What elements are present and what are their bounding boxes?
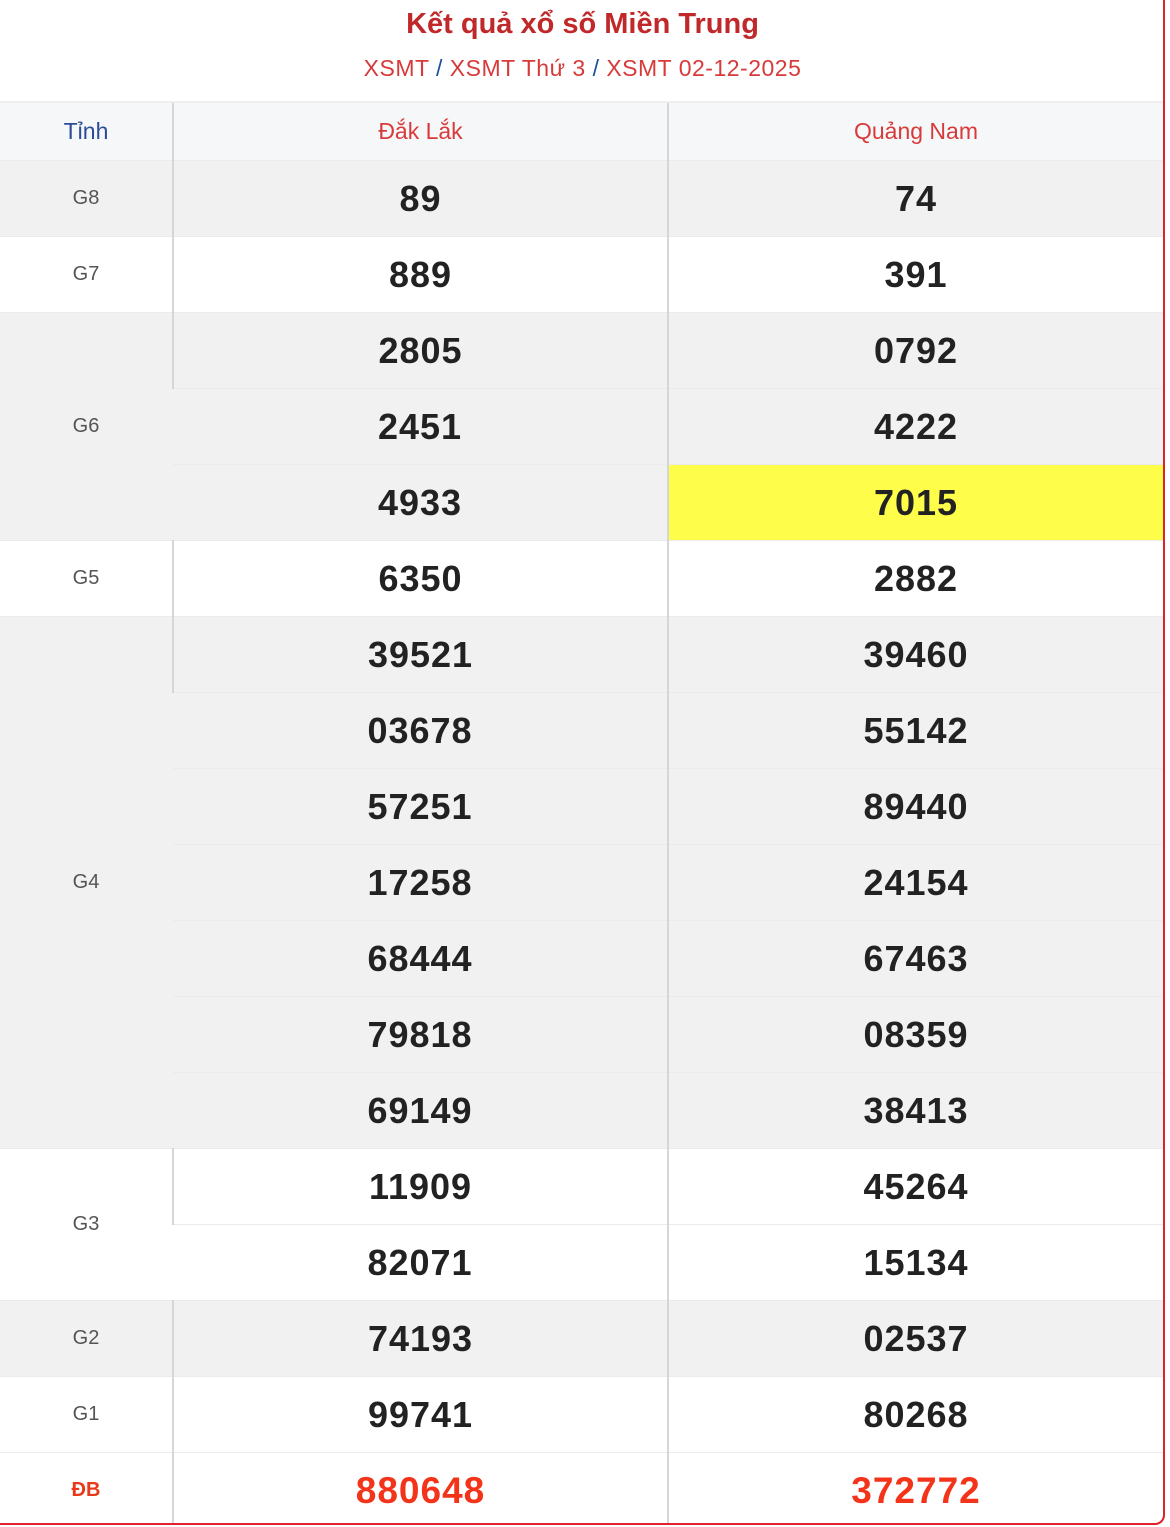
prize-label: G7 [0, 236, 173, 313]
prize-number: 69149 [173, 1072, 668, 1149]
prize-number: 03678 [173, 692, 668, 769]
prize-number: 391 [667, 236, 1163, 313]
prize-number: 99741 [172, 1376, 668, 1453]
prize-number: 74193 [172, 1300, 668, 1377]
prize-number: 79818 [173, 996, 668, 1073]
prize-label: G8 [0, 160, 173, 237]
prize-number: 2451 [173, 388, 668, 465]
prize-number: 39460 [667, 616, 1163, 693]
results-table: Tỉnh Đắk Lắk Quảng Nam G8 89 74 G7 889 391 G6 2… [0, 101, 1163, 1523]
prize-number: 6350 [172, 540, 668, 617]
prize-label: G5 [0, 540, 173, 617]
prize-row: G3 11909 45264 [0, 1148, 1163, 1301]
column-header-province: Tỉnh [0, 101, 173, 161]
prize-number: 0792 [667, 312, 1163, 389]
prize-number: 4933 [173, 464, 668, 541]
prize-number: 889 [172, 236, 668, 313]
prize-number: 08359 [667, 996, 1163, 1073]
prize-row: 79818 08359 [0, 996, 1163, 1073]
prize-label: G3 [0, 1148, 173, 1301]
prize-number: 2882 [667, 540, 1163, 617]
table-header: Tỉnh Đắk Lắk Quảng Nam [0, 101, 1163, 161]
page-title: Kết quả xổ số Miền Trung [406, 8, 759, 40]
prize-row: G2 74193 02537 [0, 1300, 1163, 1377]
prize-row: G1 99741 80268 [0, 1376, 1163, 1453]
prize-number: 67463 [667, 920, 1163, 997]
prize-row: 57251 89440 [0, 768, 1163, 845]
prize-number: 17258 [173, 844, 668, 921]
prize-label: G1 [0, 1376, 173, 1453]
prize-row: G7 889 391 [0, 236, 1163, 313]
breadcrumb: XSMT / XSMT Thứ 3 / XSMT 02-12-2025 [0, 55, 1163, 82]
prize-row: G5 6350 2882 [0, 540, 1163, 617]
prize-number: 89 [172, 160, 668, 237]
prize-number: 15134 [667, 1224, 1163, 1301]
prize-number: 89440 [667, 768, 1163, 845]
breadcrumb-separator: / [436, 55, 443, 81]
special-prize-number: 880648 [172, 1452, 668, 1523]
prize-row: G4 39521 39460 [0, 616, 1163, 1149]
prize-number: 4222 [667, 388, 1163, 465]
prize-row: ĐB 880648 372772 [0, 1452, 1163, 1523]
prize-number: 80268 [667, 1376, 1163, 1453]
prize-number: 55142 [667, 692, 1163, 769]
prize-number: 45264 [667, 1148, 1163, 1225]
prize-label: G2 [0, 1300, 173, 1377]
breadcrumb-link-xsmt-date[interactable]: XSMT 02-12-2025 [606, 55, 802, 81]
prize-number: 74 [667, 160, 1163, 237]
prize-row: 69149 38413 [0, 1072, 1163, 1149]
prize-row: G8 89 74 [0, 160, 1163, 237]
special-prize-number: 372772 [667, 1452, 1163, 1523]
prize-label: ĐB [0, 1452, 173, 1523]
column-header-dak-lak[interactable]: Đắk Lắk [172, 101, 668, 161]
prize-number: 02537 [667, 1300, 1163, 1377]
prize-row: 68444 67463 [0, 920, 1163, 997]
prize-number: 39521 [172, 616, 668, 693]
prize-label: G4 [0, 616, 173, 1149]
prize-row: 17258 24154 [0, 844, 1163, 921]
column-header-quang-nam[interactable]: Quảng Nam [667, 101, 1163, 161]
prize-number: 57251 [173, 768, 668, 845]
prize-number: 82071 [173, 1224, 668, 1301]
prize-row: 4933 7015 [0, 464, 1163, 541]
prize-number: 2805 [172, 312, 668, 389]
prize-row: 03678 55142 [0, 692, 1163, 769]
prize-row: G6 2805 0792 [0, 312, 1163, 541]
breadcrumb-link-xsmt[interactable]: XSMT [363, 55, 430, 81]
breadcrumb-link-xsmt-thu-3[interactable]: XSMT Thứ 3 [449, 55, 586, 81]
prize-number: 68444 [173, 920, 668, 997]
prize-row: 2451 4222 [0, 388, 1163, 465]
prize-number: 11909 [172, 1148, 668, 1225]
prize-number: 7015 [667, 464, 1163, 541]
prize-number: 24154 [667, 844, 1163, 921]
prize-number: 38413 [667, 1072, 1163, 1149]
breadcrumb-separator: / [592, 55, 600, 81]
prize-label: G6 [0, 312, 173, 541]
prize-row: 82071 15134 [0, 1224, 1163, 1301]
